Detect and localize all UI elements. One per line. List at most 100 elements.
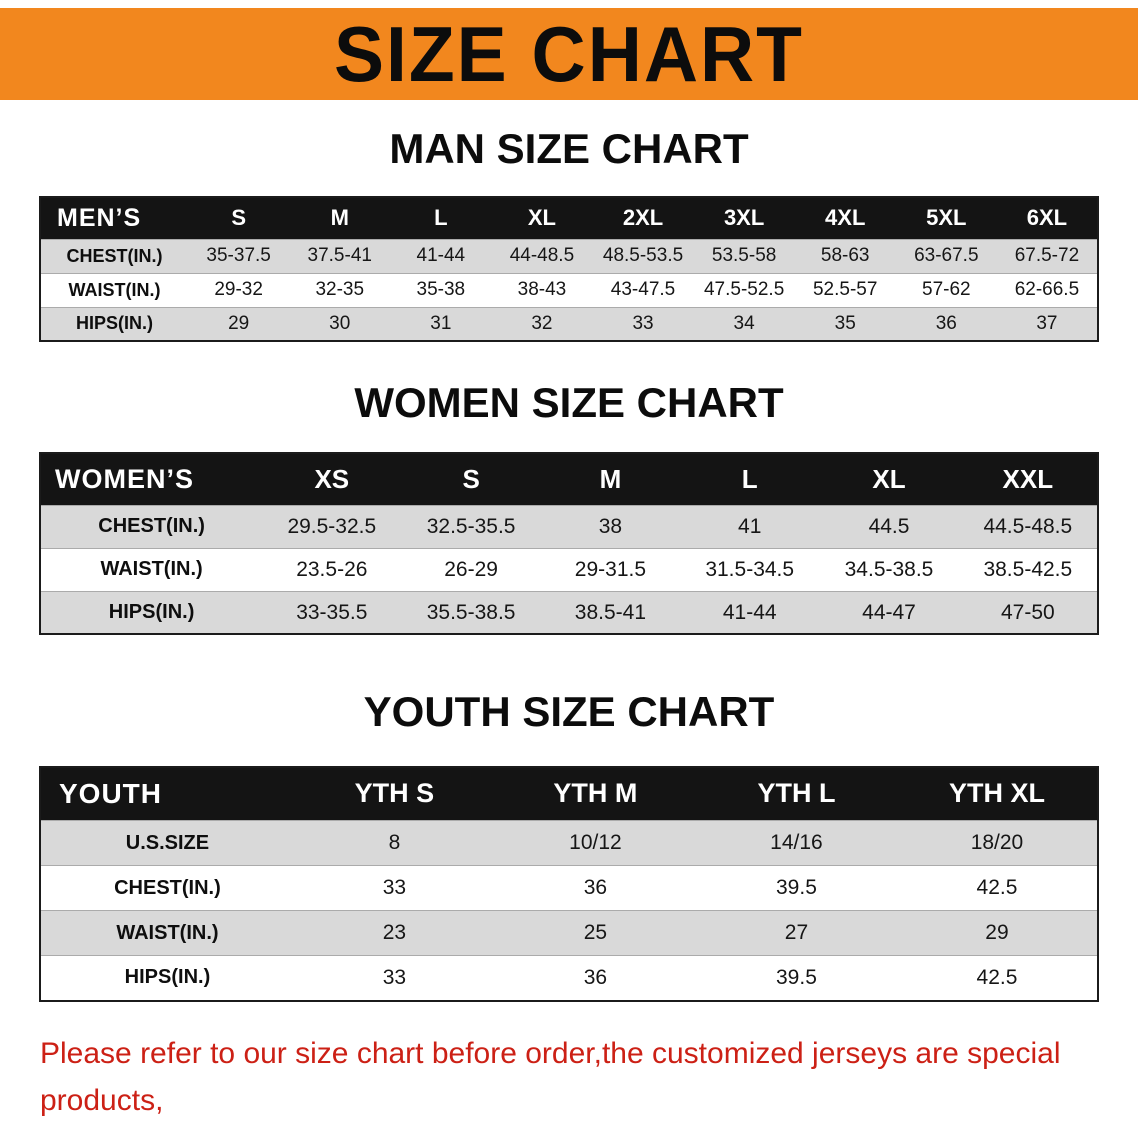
size-value: 23	[382, 921, 407, 945]
table-row: CHEST(IN.) 29.5-32.5 32.5-35.5 38 41 44.5 44.5…	[40, 505, 1098, 549]
size-value: 38-43	[517, 279, 567, 301]
size-value: 29-32	[214, 279, 263, 301]
footer-note-line1: Please refer to our size chart before or…	[40, 1036, 1061, 1117]
size-header-cell: XL	[491, 197, 593, 240]
man-size-table: MEN’S S M L XL 2XL 3XL 4XL 5XL 6XL CHEST(IN.) 35-37…	[39, 196, 1099, 343]
size-header-cell: S	[401, 453, 541, 506]
table-row: CHEST(IN.) 35-37.5 37.5-41 41-44 44-48.5 48.5…	[40, 239, 1098, 274]
size-value: 47.5-52.5	[703, 279, 785, 301]
size-value: 41-44	[722, 600, 777, 624]
table-row: HIPS(IN.) 33-35.5 35.5-38.5 38.5-41 41-44 44-…	[40, 591, 1098, 635]
table-row: CHEST(IN.) 33 36 39.5 42.5	[40, 865, 1098, 911]
size-value: 26-29	[444, 557, 498, 581]
size-value: 48.5-53.5	[602, 245, 684, 267]
size-header-cell: YTH S	[293, 766, 495, 821]
size-value: 44-47	[862, 600, 916, 624]
size-value: 33	[632, 312, 654, 334]
size-value: 42.5	[976, 965, 1018, 989]
size-header-cell: XXL	[958, 453, 1098, 506]
size-value: 29-31.5	[574, 557, 647, 581]
size-header-cell: YTH L	[695, 766, 897, 821]
size-header-cell: XL	[819, 453, 959, 506]
size-header-cell: 3XL	[693, 197, 795, 240]
size-value: 42.5	[976, 876, 1018, 900]
size-value: 10/12	[569, 831, 622, 855]
size-header-cell: M	[289, 197, 391, 240]
size-header-cell: 6XL	[996, 197, 1098, 240]
size-value: 33-35.5	[296, 600, 368, 624]
size-value: 32	[531, 312, 553, 334]
size-value: 33	[382, 876, 407, 900]
size-value: 34	[733, 312, 755, 334]
size-value: 38	[598, 514, 623, 538]
size-header-cell: 2XL	[592, 197, 694, 240]
size-header-cell: L	[680, 453, 820, 506]
header-row: MEN’S S M L XL 2XL 3XL 4XL 5XL 6XL	[40, 197, 1098, 240]
size-value: 30	[329, 312, 351, 334]
size-value: 52.5-57	[812, 279, 878, 301]
size-value: 8	[388, 831, 401, 855]
row-label: WAIST(IN.)	[116, 921, 219, 944]
size-value: 39.5	[776, 965, 817, 989]
size-value: 31	[430, 312, 452, 334]
size-value: 18/20	[970, 831, 1024, 855]
table-row: WAIST(IN.) 29-32 32-35 35-38 38-43 43-47.5 47.…	[40, 273, 1098, 308]
row-label: HIPS(IN.)	[124, 966, 211, 989]
size-value: 67.5-72	[1014, 245, 1080, 267]
size-value: 29	[985, 921, 1009, 945]
size-value: 25	[583, 921, 608, 945]
size-value: 44.5-48.5	[983, 514, 1073, 538]
banner-title: SIZE CHART	[334, 10, 804, 98]
size-value: 35.5-38.5	[426, 600, 516, 624]
size-value: 38.5-42.5	[983, 557, 1073, 581]
size-value: 23.5-26	[296, 557, 368, 581]
table-title-cell: WOMEN’S	[40, 453, 263, 506]
size-value: 39.5	[776, 876, 817, 900]
size-value: 47-50	[1000, 600, 1055, 624]
row-label: CHEST(IN.)	[114, 876, 221, 899]
row-label: HIPS(IN.)	[108, 601, 195, 624]
size-header-cell: YTH XL	[896, 766, 1098, 821]
size-value: 31.5-34.5	[705, 557, 795, 581]
table-row: HIPS(IN.) 33 36 39.5 42.5	[40, 955, 1098, 1001]
size-header-cell: L	[390, 197, 492, 240]
size-header-cell: XS	[262, 453, 402, 506]
size-value: 35-37.5	[206, 245, 271, 267]
size-value: 41	[738, 514, 762, 538]
header-row: WOMEN’S XS S M L XL XXL	[40, 453, 1098, 506]
size-value: 36	[935, 312, 957, 334]
row-label: WAIST(IN.)	[100, 558, 203, 581]
youth-chart-heading: YOUTH SIZE CHART	[363, 688, 775, 736]
size-header-cell: 5XL	[895, 197, 997, 240]
size-value: 33	[382, 965, 407, 989]
size-value: 34.5-38.5	[844, 557, 934, 581]
size-value: 63-67.5	[914, 245, 979, 267]
header-row: YOUTH YTH S YTH M YTH L YTH XL	[40, 766, 1098, 821]
size-value: 37.5-41	[307, 245, 372, 267]
row-label: CHEST(IN.)	[66, 245, 163, 266]
women-size-table: WOMEN’S XS S M L XL XXL CHEST(IN.) 29.5-32.5 32.5…	[39, 452, 1099, 636]
size-value: 35	[834, 312, 856, 334]
size-value: 43-47.5	[610, 279, 676, 301]
table-row: HIPS(IN.) 29 30 31 32 33 34 35 36 37	[40, 307, 1098, 342]
table-title-cell: MEN’S	[40, 197, 189, 240]
row-label: U.S.SIZE	[125, 831, 210, 854]
table-row: U.S.SIZE 8 10/12 14/16 18/20	[40, 820, 1098, 866]
table-title-cell: YOUTH	[40, 766, 294, 821]
row-label: HIPS(IN.)	[76, 313, 154, 334]
size-value: 44.5	[868, 514, 910, 538]
size-value: 37	[1036, 312, 1058, 334]
footer-note-line2: we don’t accept cancel, change, teturn o…	[40, 1124, 1100, 1132]
youth-size-section: YOUTH SIZE CHART YOUTH YTH S YTH M YTH L YTH…	[0, 688, 1138, 1002]
man-size-section: MAN SIZE CHART MEN’S S M L XL 2XL 3XL 4XL 5XL 6XL…	[0, 125, 1138, 343]
women-chart-heading: WOMEN SIZE CHART	[354, 379, 784, 427]
banner: SIZE CHART	[0, 8, 1138, 100]
size-header-cell: 4XL	[794, 197, 896, 240]
row-label: WAIST(IN.)	[68, 279, 161, 300]
size-value: 29.5-32.5	[287, 514, 377, 538]
size-value: 53.5-58	[711, 245, 777, 267]
table-row: WAIST(IN.) 23 25 27 29	[40, 910, 1098, 956]
size-value: 36	[583, 965, 608, 989]
size-value: 35-38	[416, 279, 466, 301]
man-chart-heading: MAN SIZE CHART	[389, 125, 749, 172]
